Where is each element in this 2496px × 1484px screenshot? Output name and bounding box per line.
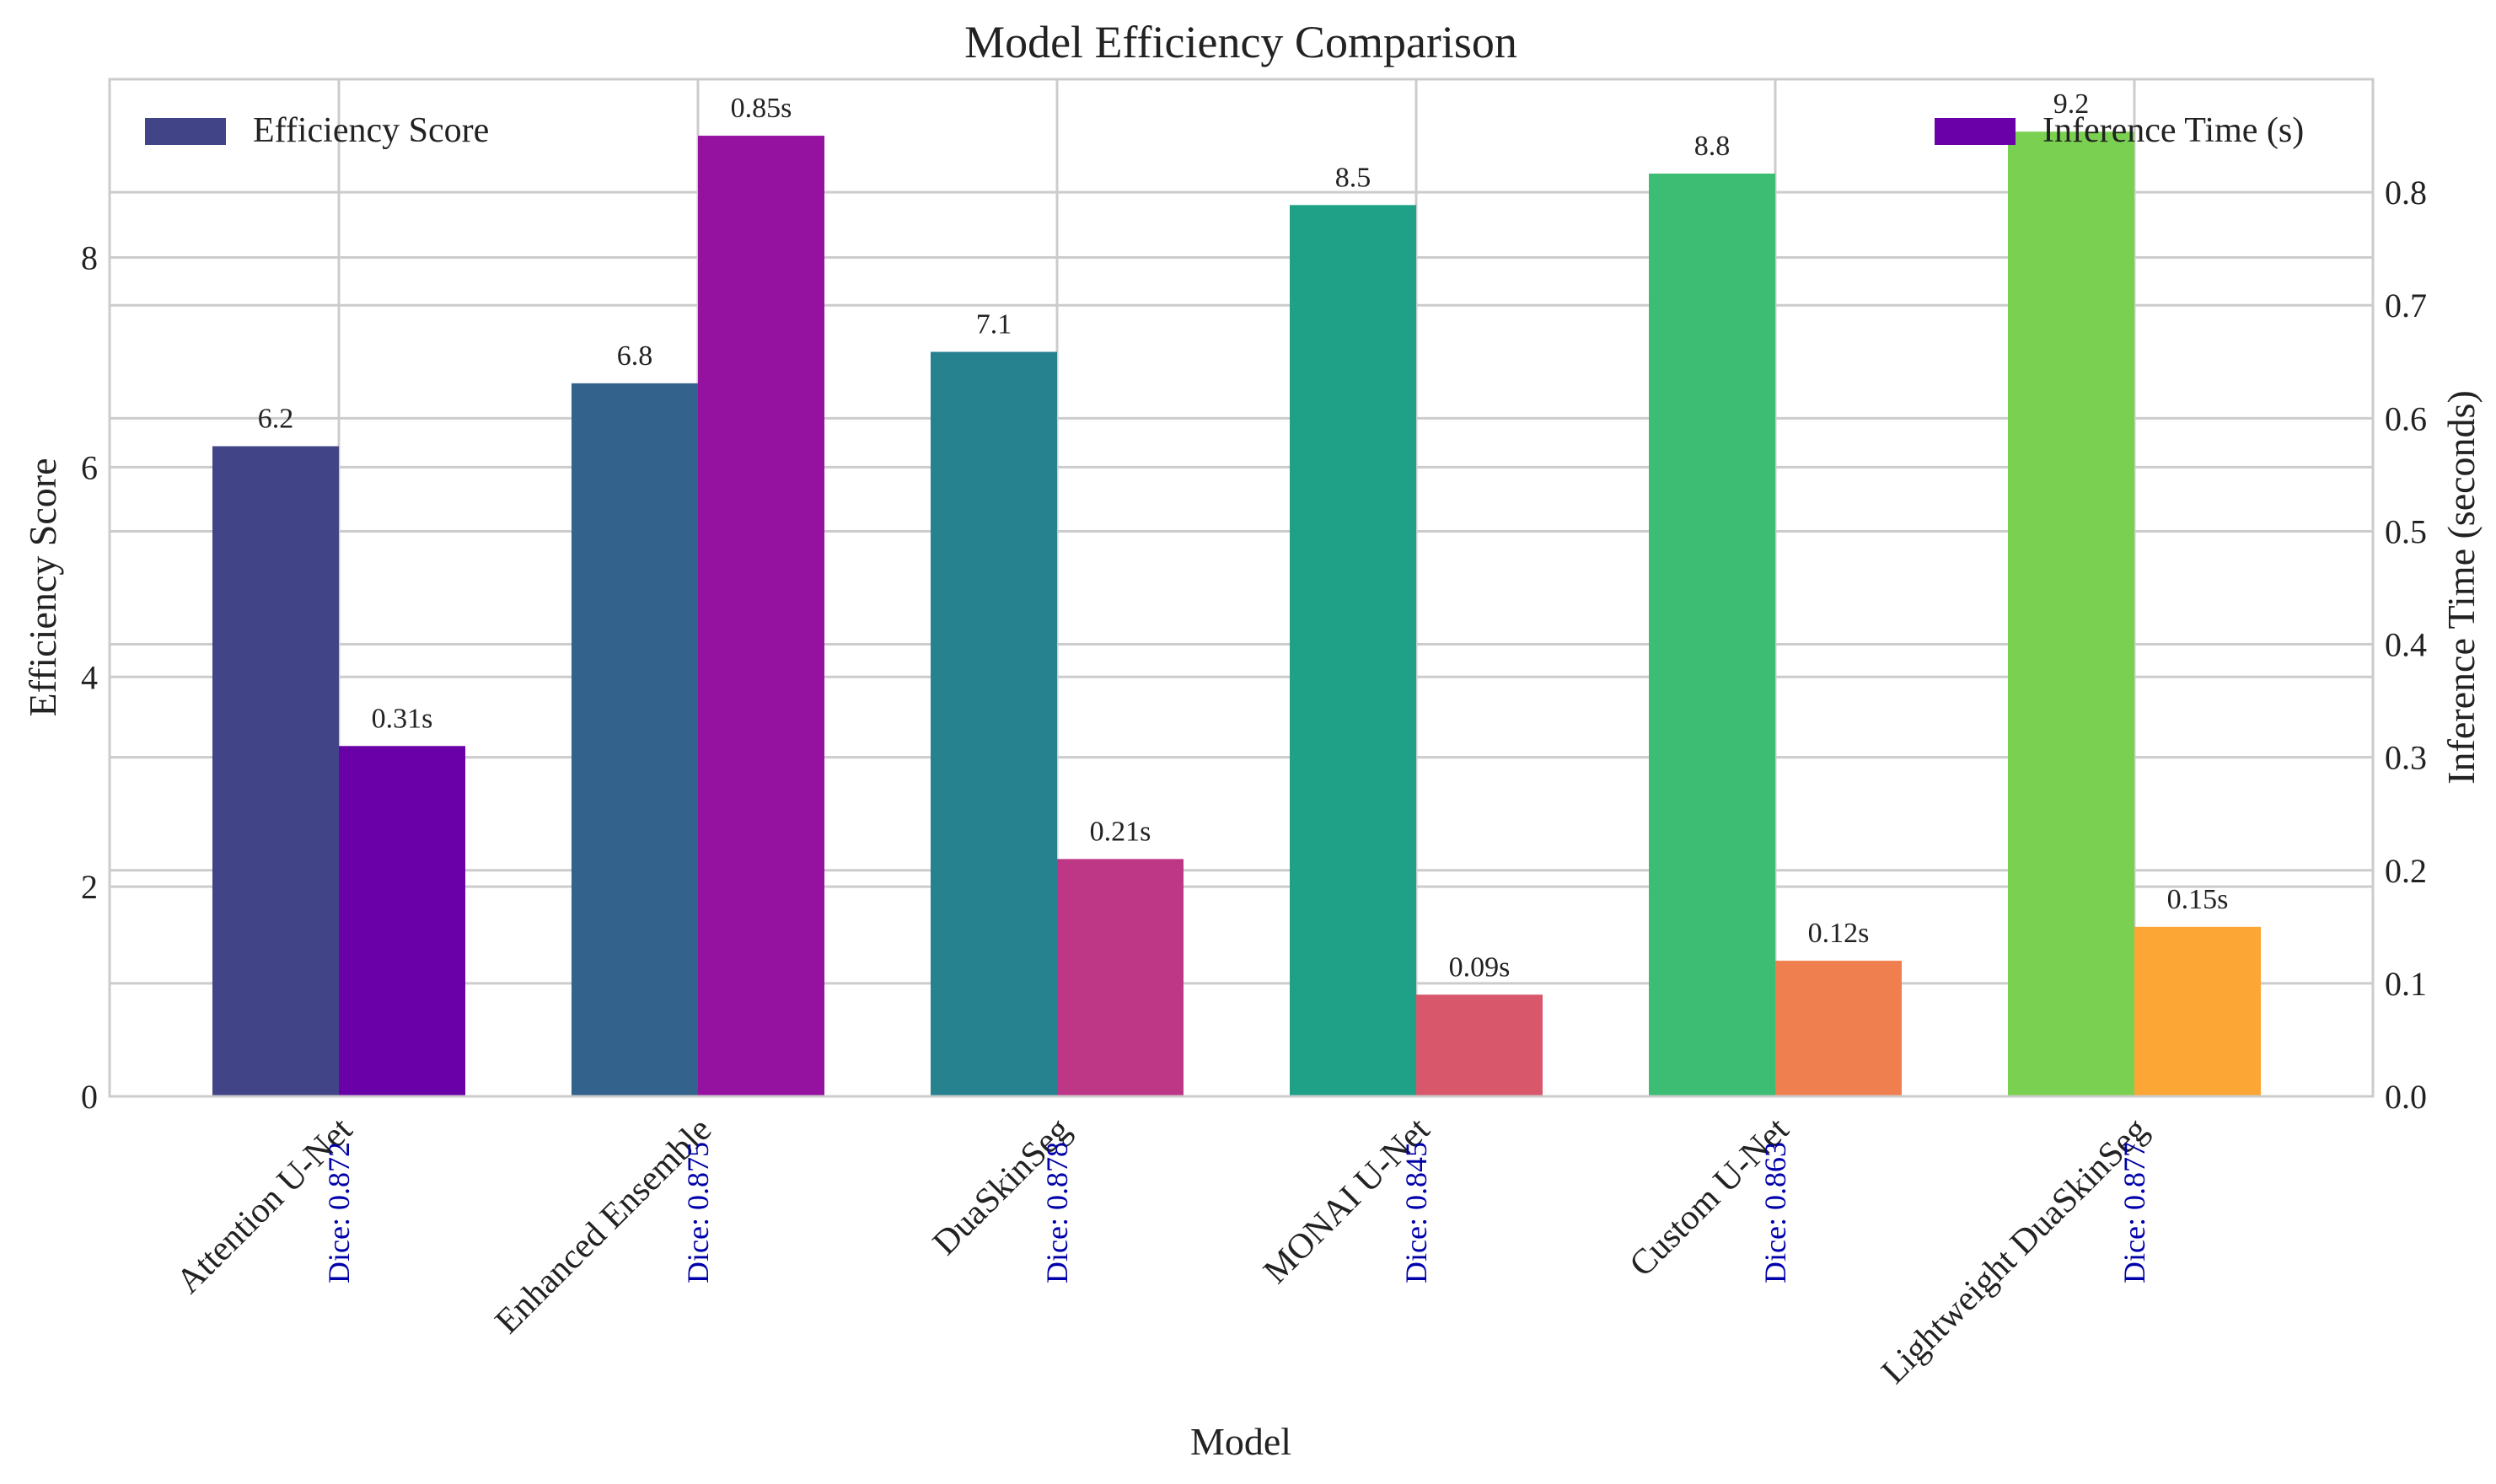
y2-tick-label: 0.8 (2385, 174, 2427, 212)
bar-efficiency-score-custom-u-net (1649, 173, 1775, 1096)
bar-inference-time-s-enhanced-ensemble (698, 136, 824, 1097)
bar-value-label: 0.15s (2167, 884, 2229, 915)
x-tick-label: Lightweight DuaSkinSeg (1874, 1111, 2155, 1392)
dice-annotation: Dice: 0.872 (322, 1142, 356, 1283)
legend-swatch-inference (1935, 118, 2016, 145)
bar-value-label: 6.2 (258, 404, 294, 435)
bar-efficiency-score-attention-u-net (212, 446, 339, 1096)
y-tick-label: 8 (81, 239, 98, 277)
y-axis-title: Efficiency Score (21, 458, 64, 717)
y2-axis-ticks: 0.0 0.1 0.2 0.3 0.4 0.5 0.6 0.7 0.8 (2385, 174, 2427, 1116)
bars (212, 131, 2261, 1097)
y-axis-ticks: 0 2 4 6 8 (81, 239, 98, 1116)
bar-inference-time-s-lightweight-duaskinseg (2134, 926, 2261, 1096)
dice-annotation: Dice: 0.878 (1040, 1142, 1074, 1283)
bar-value-label: 0.12s (1808, 918, 1870, 949)
y2-tick-label: 0.1 (2385, 965, 2427, 1003)
dice-annotation: Dice: 0.863 (1758, 1142, 1792, 1283)
dice-annotations: Dice: 0.872 Dice: 0.875 Dice: 0.878 Dice: 0… (322, 1142, 2151, 1283)
x-axis-tick-labels: Attention U-Net Enhanced Ensemble DuaSkinS… (169, 1110, 2155, 1391)
bar-efficiency-score-lightweight-duaskinseg (2008, 131, 2134, 1096)
bar-efficiency-score-monai-u-net (1290, 205, 1416, 1096)
x-axis-title: Model (1190, 1420, 1291, 1463)
y-tick-label: 0 (81, 1078, 98, 1116)
bar-value-label: 0.85s (731, 93, 792, 124)
bar-inference-time-s-monai-u-net (1416, 994, 1543, 1096)
bar-value-label: 0.09s (1449, 951, 1511, 983)
y2-tick-label: 0.3 (2385, 739, 2427, 777)
y2-axis-title: Inference Time (seconds) (2440, 390, 2483, 785)
dice-annotation: Dice: 0.877 (2118, 1142, 2151, 1283)
plot-frame (108, 78, 2375, 1098)
y2-tick-label: 0.4 (2385, 626, 2427, 664)
bar-inference-time-s-custom-u-net (1775, 961, 1902, 1096)
legend-label-inference: Inference Time (s) (2042, 111, 2304, 150)
bar-inference-time-s-attention-u-net (339, 746, 465, 1096)
bar-value-label: 7.1 (976, 309, 1012, 340)
y2-tick-label: 0.7 (2385, 287, 2427, 324)
bar-value-label: 8.5 (1335, 162, 1371, 193)
dice-annotation: Dice: 0.845 (1399, 1142, 1433, 1283)
legend-swatch-efficiency (145, 118, 226, 145)
bar-value-label: 0.21s (1090, 816, 1151, 847)
legend: Efficiency Score Inference Time (s) (145, 111, 2304, 150)
legend-label-efficiency: Efficiency Score (253, 111, 489, 150)
bar-efficiency-score-enhanced-ensemble (572, 383, 698, 1096)
y2-tick-label: 0.0 (2385, 1078, 2427, 1116)
bar-value-label: 9.2 (2053, 88, 2090, 120)
bar-labels: 6.2 6.8 7.1 8.5 8.8 9.2 0.31s 0.85s 0.21s 0.09s 0.… (258, 88, 2229, 983)
dice-annotation: Dice: 0.875 (681, 1142, 715, 1283)
y-tick-label: 2 (81, 868, 98, 906)
bar-inference-time-s-duaskinseg (1057, 859, 1184, 1096)
bar-value-label: 6.8 (617, 340, 653, 372)
y-tick-label: 4 (81, 658, 98, 696)
bar-efficiency-score-duaskinseg (931, 351, 1057, 1097)
y-tick-label: 6 (81, 448, 98, 486)
y2-tick-label: 0.2 (2385, 852, 2427, 890)
chart-title: Model Efficiency Comparison (964, 17, 1517, 67)
y2-tick-label: 0.5 (2385, 512, 2427, 550)
bar-value-label: 0.31s (372, 703, 433, 734)
bar-value-label: 8.8 (1694, 131, 1731, 162)
y2-tick-label: 0.6 (2385, 399, 2427, 437)
